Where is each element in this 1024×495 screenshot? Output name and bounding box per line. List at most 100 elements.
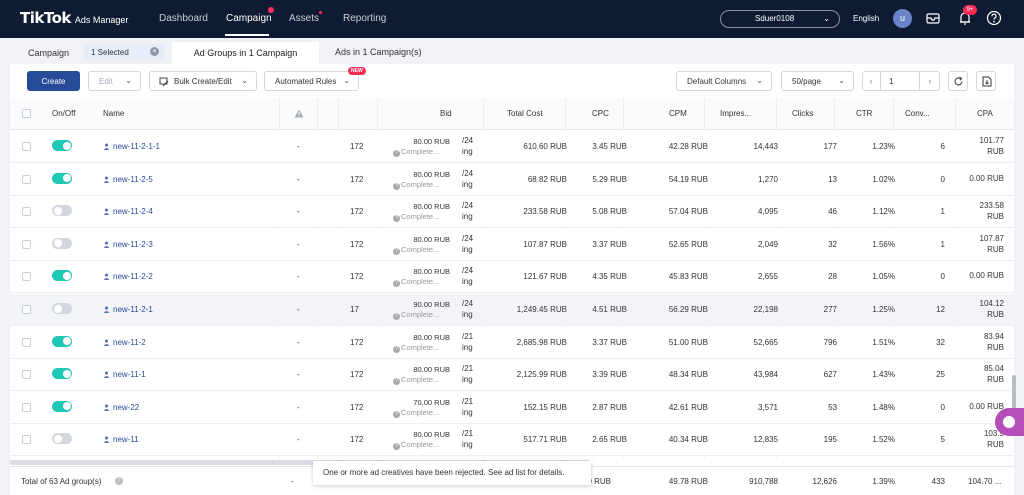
header-total-cost[interactable]: Total Cost <box>507 109 543 118</box>
status-toggle[interactable] <box>52 368 72 380</box>
nav-campaign[interactable]: Campaign <box>226 13 272 24</box>
status-toggle[interactable] <box>52 303 72 314</box>
ad-group-name-link[interactable]: new-11-2-5 <box>103 164 153 196</box>
help-icon[interactable]: ? <box>393 215 400 223</box>
edit-button[interactable]: Edit ⌄ <box>88 71 141 91</box>
nav-reporting[interactable]: Reporting <box>343 13 387 24</box>
total-cost-value: 517.71 RUB <box>523 435 567 445</box>
avatar[interactable]: u <box>893 9 912 28</box>
table-row[interactable]: new-11-2-2 - 172 80.00 RUB ? Complete... … <box>10 261 1014 294</box>
columns-label: Default Columns <box>687 77 747 86</box>
status-toggle[interactable] <box>52 140 72 151</box>
chat-support-button[interactable] <box>995 408 1024 436</box>
header-onoff[interactable]: On/Off <box>52 109 76 118</box>
bid-value: 80.00 RUB <box>413 267 450 277</box>
tiktok-logo[interactable]: TikTok Ads Manager <box>20 9 128 27</box>
horizontal-scrollbar[interactable] <box>10 460 590 465</box>
automated-rules-button[interactable]: Automated Rules ⌄ <box>264 71 359 91</box>
table-row[interactable]: new-22 - 172 70.00 RUB ? Complete... /21 … <box>10 391 1014 424</box>
ad-group-name-link[interactable]: new-11 <box>103 424 139 456</box>
header-bid[interactable]: Bid <box>440 109 452 118</box>
row-checkbox[interactable] <box>22 435 31 445</box>
ad-group-name-link[interactable]: new-11-1 <box>103 359 146 391</box>
cpa-value: 107.87 <box>979 233 1004 243</box>
prev-page-button[interactable]: ‹ <box>869 76 873 86</box>
row-checkbox[interactable] <box>22 207 31 217</box>
ad-group-name-link[interactable]: new-11-2-1-1 <box>103 131 160 163</box>
row-checkbox[interactable] <box>22 142 31 151</box>
status-toggle[interactable] <box>52 335 72 347</box>
header-impressions[interactable]: Impres... <box>720 109 752 118</box>
refresh-button[interactable] <box>948 71 968 91</box>
table-row[interactable]: new-11 - 172 80.00 RUB ? Complete... /21 … <box>10 424 1014 457</box>
columns-selector[interactable]: Default Columns ⌄ <box>676 71 772 91</box>
header-clicks[interactable]: Clicks <box>792 109 814 118</box>
create-button[interactable]: Create <box>27 71 80 91</box>
help-icon[interactable] <box>986 10 1002 26</box>
row-checkbox[interactable] <box>22 174 31 184</box>
close-icon[interactable]: × <box>150 47 159 56</box>
nav-dashboard[interactable]: Dashboard <box>159 13 208 24</box>
help-icon[interactable]: ? <box>393 345 400 353</box>
tab-ads[interactable]: Ads in 1 Campaign(s) <box>335 47 422 57</box>
table-row[interactable]: new-11-2 - 172 80.00 RUB ? Complete... /2… <box>10 326 1014 359</box>
ad-group-name-link[interactable]: new-11-2 <box>103 327 146 359</box>
help-icon[interactable]: ? <box>393 313 400 320</box>
tab-campaign[interactable]: Campaign <box>28 48 70 58</box>
table-row[interactable]: new-11-2-1-1 - 172 80.00 RUB ? Complete..… <box>10 131 1014 163</box>
ad-group-name-link[interactable]: new-11-2-1 <box>103 294 153 326</box>
ad-group-name-link[interactable]: new-11-2-2 <box>103 261 153 293</box>
header-cpa[interactable]: CPA <box>977 109 993 118</box>
table-row[interactable]: new-11-2-4 - 172 80.00 RUB ? Complete... … <box>10 196 1014 229</box>
row-checkbox[interactable] <box>22 272 31 282</box>
account-selector[interactable]: Sduer0108 ⌄ <box>720 10 840 28</box>
header-conversions[interactable]: Conv... <box>905 109 930 118</box>
row-checkbox[interactable] <box>22 370 31 380</box>
help-icon[interactable]: ? <box>393 378 400 386</box>
status-toggle[interactable] <box>52 433 72 445</box>
help-icon[interactable]: ? <box>393 247 400 255</box>
table-row[interactable]: new-11-2-5 - 172 80.00 RUB ? Complete... … <box>10 163 1014 196</box>
ad-group-name-link[interactable]: new-11-2-4 <box>103 196 153 228</box>
help-icon[interactable]: ? <box>393 150 400 157</box>
select-all-checkbox[interactable] <box>22 109 31 118</box>
help-icon[interactable]: ? <box>393 182 400 190</box>
status-toggle[interactable] <box>52 172 72 184</box>
message-box-icon[interactable] <box>925 10 941 26</box>
help-icon[interactable]: ? <box>115 477 123 485</box>
ad-group-name-link[interactable]: new-11-2-3 <box>103 229 153 261</box>
total-cost-value: 2,125.99 RUB <box>516 370 567 380</box>
ad-group-icon <box>103 208 110 216</box>
footer-clicks: 12,626 <box>812 477 837 486</box>
nav-assets[interactable]: Assets <box>289 13 320 24</box>
table-row[interactable]: new-11-2-1 - 17 90.00 RUB ? Complete... /… <box>10 294 1014 326</box>
language-selector[interactable]: English <box>853 14 880 23</box>
ad-group-name-link[interactable]: new-22 <box>103 392 139 424</box>
vertical-scrollbar[interactable] <box>1012 375 1016 435</box>
help-icon[interactable]: ? <box>393 410 400 418</box>
page-number-input[interactable]: 1 <box>880 71 920 91</box>
table-row[interactable]: new-11-2-3 - 172 80.00 RUB ? Complete... … <box>10 228 1014 261</box>
help-icon[interactable]: ? <box>393 280 400 288</box>
header-ctr[interactable]: CTR <box>856 109 873 118</box>
table-row[interactable]: new-11-1 - 172 80.00 RUB ? Complete... /2… <box>10 359 1014 392</box>
page-size-selector[interactable]: 50/page ⌄ <box>781 71 854 91</box>
export-button[interactable] <box>976 71 996 91</box>
help-icon[interactable]: ? <box>393 443 400 451</box>
selected-chip[interactable]: 1 Selected × <box>84 44 164 60</box>
row-checkbox[interactable] <box>22 402 31 412</box>
status-toggle[interactable] <box>52 205 72 217</box>
status-toggle[interactable] <box>52 270 72 282</box>
tab-ad-groups[interactable]: Ad Groups in 1 Campaign <box>172 42 319 64</box>
header-name[interactable]: Name <box>103 109 125 118</box>
status-toggle[interactable] <box>52 237 72 249</box>
status-value: - <box>297 337 300 347</box>
row-checkbox[interactable] <box>22 239 31 249</box>
row-checkbox[interactable] <box>22 337 31 347</box>
header-cpc[interactable]: CPC <box>592 109 609 118</box>
next-page-button[interactable]: › <box>928 76 932 86</box>
bulk-create-edit-button[interactable]: Bulk Create/Edit ⌄ <box>149 71 257 91</box>
row-checkbox[interactable] <box>22 305 31 314</box>
header-cpm[interactable]: CPM <box>669 109 687 118</box>
status-toggle[interactable] <box>52 400 72 412</box>
